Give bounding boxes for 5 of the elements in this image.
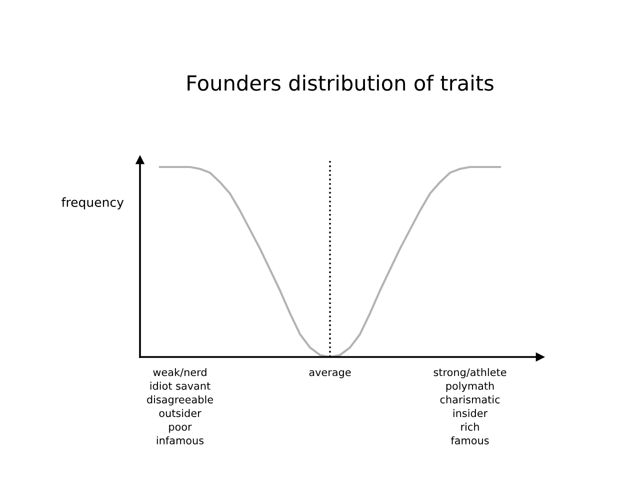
chart-title: Founders distribution of traits — [188, 74, 494, 91]
x-tick-label: weak/nerd idiot savant disagreeable outsider poor infamous — [147, 368, 213, 444]
y-axis-title: frequency — [62, 197, 124, 210]
x-tick-label: strong/athlete polymath charismatic insider rich famous — [434, 368, 506, 444]
x-tick-label: average — [309, 370, 351, 378]
